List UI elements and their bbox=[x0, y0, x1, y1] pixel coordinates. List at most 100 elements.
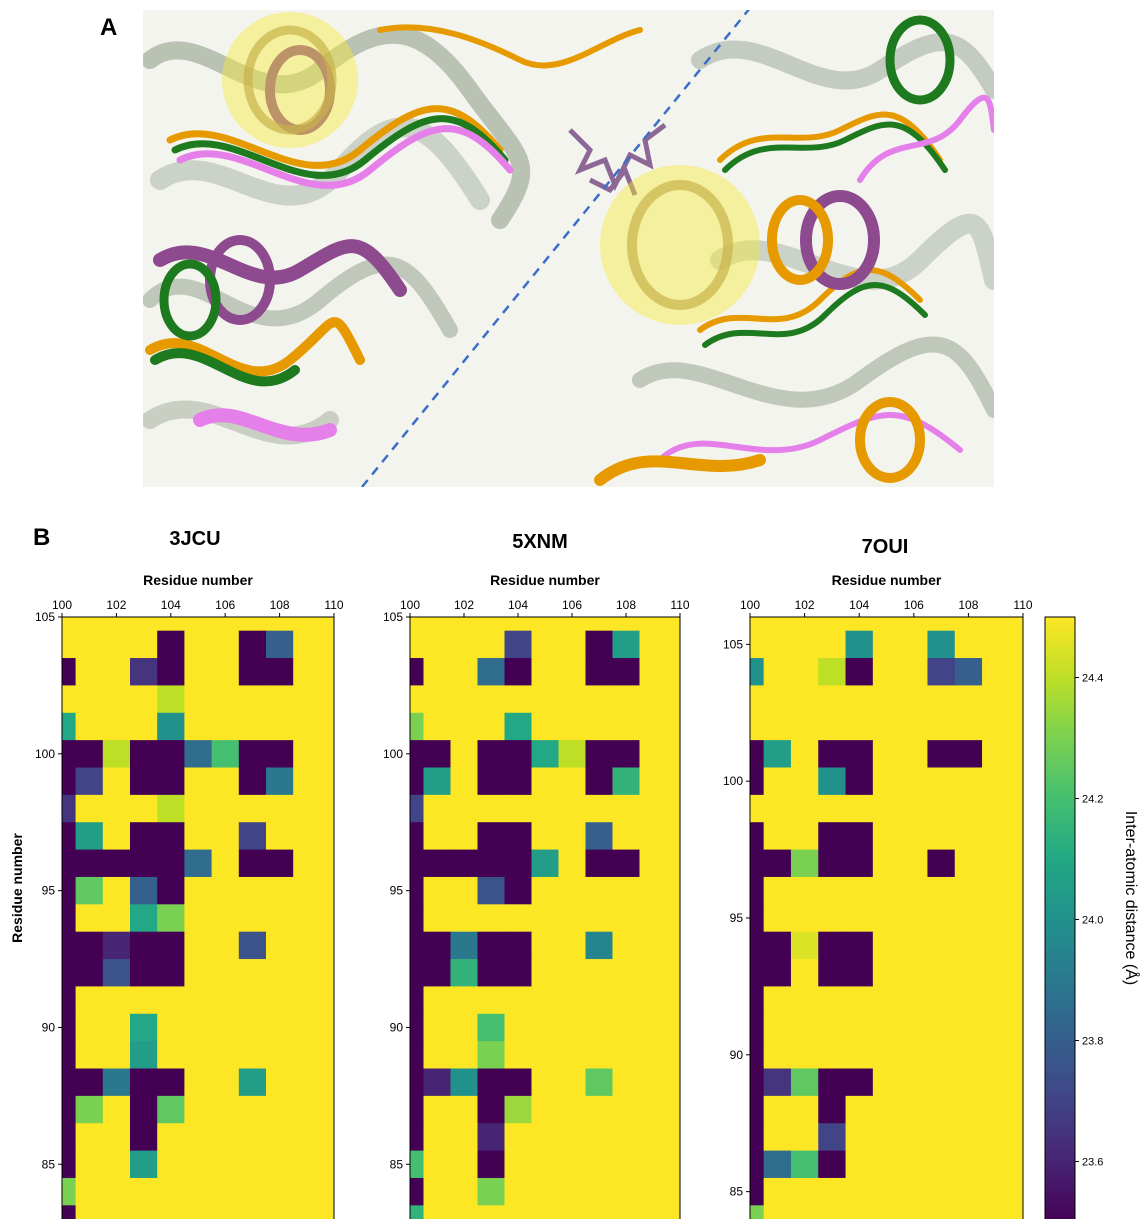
cell bbox=[818, 1096, 846, 1124]
cell bbox=[184, 631, 212, 659]
cell bbox=[157, 1178, 185, 1206]
cell bbox=[955, 631, 983, 659]
colorbar-step bbox=[1045, 718, 1075, 724]
cell bbox=[184, 1096, 212, 1124]
cell bbox=[293, 713, 321, 741]
cell bbox=[955, 1178, 983, 1206]
cell bbox=[873, 1205, 901, 1219]
cell bbox=[505, 1069, 533, 1097]
cell bbox=[791, 685, 819, 713]
cell bbox=[559, 904, 587, 932]
cell bbox=[818, 1205, 846, 1219]
colorbar-step bbox=[1045, 1172, 1075, 1178]
cell bbox=[764, 1014, 792, 1042]
colorbar-step bbox=[1045, 1121, 1075, 1127]
cell bbox=[239, 631, 267, 659]
cell bbox=[846, 795, 874, 823]
cell bbox=[927, 1205, 955, 1219]
cell bbox=[982, 658, 1010, 686]
colorbar-step bbox=[1045, 1131, 1075, 1137]
cell bbox=[613, 1014, 641, 1042]
cell bbox=[900, 658, 928, 686]
cell bbox=[791, 1041, 819, 1069]
cell bbox=[424, 1205, 452, 1219]
cell bbox=[424, 904, 452, 932]
cell bbox=[927, 658, 955, 686]
cell bbox=[873, 1041, 901, 1069]
cell bbox=[613, 631, 641, 659]
cell bbox=[982, 1096, 1010, 1124]
colorbar-step bbox=[1045, 899, 1075, 905]
cell bbox=[103, 959, 131, 987]
cell bbox=[982, 932, 1010, 960]
cell bbox=[532, 685, 560, 713]
cell bbox=[900, 1041, 928, 1069]
cell bbox=[451, 959, 479, 987]
cell bbox=[76, 1178, 104, 1206]
cell bbox=[424, 1178, 452, 1206]
cell bbox=[239, 740, 267, 768]
cell bbox=[586, 932, 614, 960]
colorbar-step bbox=[1045, 617, 1075, 623]
cell bbox=[873, 822, 901, 850]
colorbar-step bbox=[1045, 829, 1075, 835]
cell bbox=[613, 658, 641, 686]
cell bbox=[184, 658, 212, 686]
cell bbox=[266, 877, 294, 905]
cell bbox=[505, 685, 533, 713]
cell bbox=[613, 1178, 641, 1206]
colorbar-step bbox=[1045, 738, 1075, 744]
cell bbox=[76, 932, 104, 960]
colorbar-step bbox=[1045, 743, 1075, 749]
cell bbox=[613, 822, 641, 850]
cell bbox=[764, 631, 792, 659]
colorbar-step bbox=[1045, 1076, 1075, 1082]
cell bbox=[266, 1069, 294, 1097]
y-tick-label: 85 bbox=[390, 1157, 404, 1171]
cell bbox=[103, 768, 131, 796]
cell bbox=[873, 959, 901, 987]
cell bbox=[764, 1096, 792, 1124]
colorbar-step bbox=[1045, 889, 1075, 895]
cell bbox=[451, 877, 479, 905]
cell bbox=[955, 658, 983, 686]
x-tick-label: 106 bbox=[215, 598, 235, 612]
cell bbox=[103, 1205, 131, 1219]
cell bbox=[791, 850, 819, 878]
cell bbox=[846, 986, 874, 1014]
cell bbox=[157, 877, 185, 905]
colorbar-step bbox=[1045, 763, 1075, 769]
cell bbox=[505, 932, 533, 960]
cell bbox=[478, 822, 506, 850]
colorbar-label: Inter-atomic distance (Å) bbox=[1122, 811, 1141, 985]
cell bbox=[266, 850, 294, 878]
cell bbox=[613, 1123, 641, 1151]
colorbar-step bbox=[1045, 667, 1075, 673]
cell bbox=[212, 795, 240, 823]
colorbar-step bbox=[1045, 698, 1075, 704]
cell bbox=[613, 877, 641, 905]
cell bbox=[846, 877, 874, 905]
cell bbox=[640, 658, 668, 686]
cell bbox=[927, 904, 955, 932]
cell bbox=[293, 932, 321, 960]
colorbar-step bbox=[1045, 753, 1075, 759]
colorbar-step bbox=[1045, 995, 1075, 1001]
cell bbox=[76, 685, 104, 713]
cell bbox=[982, 877, 1010, 905]
cell bbox=[424, 713, 452, 741]
colorbar-step bbox=[1045, 1146, 1075, 1152]
cell bbox=[613, 1041, 641, 1069]
page: {"panel_labels": ["A", "B"], "colorbar":… bbox=[0, 0, 1143, 1219]
cell bbox=[818, 986, 846, 1014]
cell bbox=[212, 1123, 240, 1151]
cell bbox=[239, 986, 267, 1014]
panel-title: 7OUI bbox=[862, 536, 909, 558]
cell bbox=[900, 850, 928, 878]
y-tick-label: 95 bbox=[42, 884, 56, 898]
cell bbox=[76, 795, 104, 823]
cell bbox=[266, 822, 294, 850]
cell bbox=[239, 959, 267, 987]
cell bbox=[982, 904, 1010, 932]
cell bbox=[640, 1041, 668, 1069]
